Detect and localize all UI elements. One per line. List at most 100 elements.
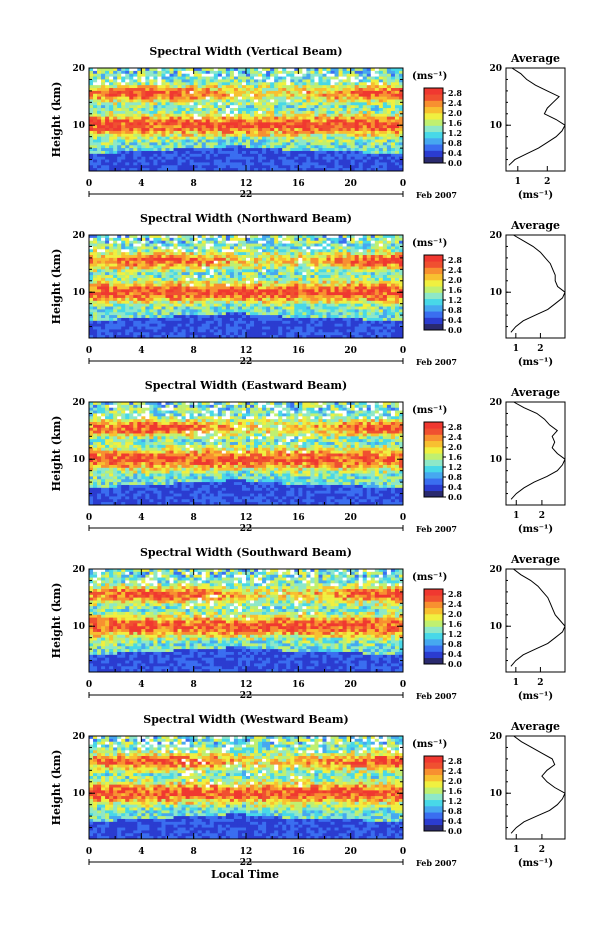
heatmap-cell bbox=[181, 252, 186, 256]
heatmap-cell bbox=[209, 96, 215, 100]
heatmap-cell bbox=[173, 332, 178, 336]
heatmap-cell bbox=[157, 145, 162, 149]
heatmap-cell bbox=[274, 68, 279, 72]
heatmap-cell bbox=[189, 275, 194, 279]
heatmap-cell bbox=[398, 113, 404, 117]
heatmap-cell bbox=[286, 266, 291, 270]
heatmap-cell bbox=[181, 130, 186, 135]
heatmap-cell bbox=[133, 326, 138, 330]
heatmap-cell bbox=[282, 105, 287, 109]
heatmap-cell bbox=[241, 272, 247, 276]
heatmap-cell bbox=[254, 88, 259, 92]
heatmap-cell bbox=[193, 326, 198, 330]
heatmap-cell bbox=[145, 235, 150, 239]
heatmap-cell bbox=[298, 93, 303, 97]
heatmap-cell bbox=[254, 303, 259, 307]
heatmap-cell bbox=[217, 246, 223, 250]
heatmap-cell bbox=[298, 148, 303, 152]
heatmap-cell bbox=[109, 315, 114, 319]
heatmap-cell bbox=[141, 243, 146, 247]
heatmap-cell bbox=[101, 133, 106, 137]
heatmap-cell bbox=[290, 108, 295, 112]
heatmap-cell bbox=[278, 240, 283, 244]
heatmap-cell bbox=[370, 128, 376, 132]
heatmap-cell bbox=[157, 249, 162, 253]
heatmap-cell bbox=[354, 145, 360, 149]
heatmap-cell bbox=[121, 257, 126, 262]
heatmap-cell bbox=[398, 79, 404, 83]
heatmap-cell bbox=[161, 125, 166, 129]
heatmap-cell bbox=[237, 289, 243, 293]
heatmap-cell bbox=[197, 110, 203, 115]
heatmap-cell bbox=[294, 156, 299, 160]
heatmap-cell bbox=[137, 246, 142, 250]
heatmap-cell bbox=[121, 113, 126, 117]
heatmap-cell bbox=[149, 113, 154, 117]
heatmap-cell bbox=[161, 73, 166, 77]
heatmap-cell bbox=[338, 136, 343, 140]
heatmap-cell bbox=[338, 99, 343, 103]
heatmap-cell bbox=[382, 102, 388, 106]
heatmap-cell bbox=[342, 156, 347, 160]
heatmap-cell bbox=[398, 116, 404, 120]
heatmap-cell bbox=[157, 252, 162, 256]
heatmap-cell bbox=[165, 150, 170, 155]
heatmap-cell bbox=[177, 335, 182, 339]
heatmap-cell bbox=[137, 162, 142, 166]
heatmap-cell bbox=[386, 159, 392, 163]
heatmap-cell bbox=[266, 292, 271, 296]
heatmap-cell bbox=[237, 133, 243, 137]
heatmap-cell bbox=[201, 159, 207, 163]
heatmap-cell bbox=[322, 150, 327, 155]
heatmap-cell bbox=[189, 130, 194, 135]
heatmap-cell bbox=[229, 113, 235, 117]
heatmap-cell bbox=[298, 113, 303, 117]
heatmap-cell bbox=[201, 125, 207, 129]
heatmap-cell bbox=[133, 317, 138, 322]
heatmap-cell bbox=[137, 292, 142, 296]
heatmap-cell bbox=[93, 99, 98, 103]
heatmap-cell bbox=[290, 130, 295, 135]
heatmap-cell bbox=[270, 90, 275, 95]
heatmap-cell bbox=[169, 303, 174, 307]
heatmap-cell bbox=[342, 113, 347, 117]
heatmap-cell bbox=[370, 159, 376, 163]
heatmap-cell bbox=[137, 156, 142, 160]
heatmap-cell bbox=[370, 119, 376, 123]
heatmap-cell bbox=[173, 125, 178, 129]
heatmap-cell bbox=[286, 125, 291, 129]
heatmap-cell bbox=[169, 116, 174, 120]
heatmap-cell bbox=[189, 249, 194, 253]
heatmap-cell bbox=[318, 145, 323, 149]
heatmap-cell bbox=[105, 303, 110, 307]
heatmap-cell bbox=[233, 76, 239, 80]
heatmap-cell bbox=[213, 128, 219, 132]
heatmap-cell bbox=[246, 150, 251, 155]
heatmap-cell bbox=[310, 82, 315, 86]
heatmap-cell bbox=[121, 326, 126, 330]
heatmap-cell bbox=[233, 116, 239, 120]
heatmap-cell bbox=[177, 255, 182, 259]
heatmap-cell bbox=[137, 243, 142, 247]
heatmap-cell bbox=[129, 113, 134, 117]
heatmap-cell bbox=[370, 136, 376, 140]
heatmap-cell bbox=[141, 105, 146, 109]
heatmap-cell bbox=[334, 113, 339, 117]
heatmap-cell bbox=[290, 102, 295, 106]
heatmap-cell bbox=[318, 235, 323, 239]
heatmap-cell bbox=[394, 110, 400, 115]
heatmap-cell bbox=[229, 315, 235, 319]
heatmap-cell bbox=[229, 255, 235, 259]
heatmap-cell bbox=[286, 317, 291, 322]
heatmap-cell bbox=[217, 156, 223, 160]
heatmap-cell bbox=[165, 110, 170, 115]
heatmap-cell bbox=[314, 317, 319, 322]
heatmap-cell bbox=[97, 263, 102, 267]
heatmap-cell bbox=[394, 153, 400, 157]
heatmap-cell bbox=[237, 246, 243, 250]
heatmap-cell bbox=[221, 255, 227, 259]
heatmap-cell bbox=[310, 255, 315, 259]
heatmap-cell bbox=[141, 272, 146, 276]
heatmap-cell bbox=[362, 133, 368, 137]
heatmap-cell bbox=[370, 73, 376, 77]
